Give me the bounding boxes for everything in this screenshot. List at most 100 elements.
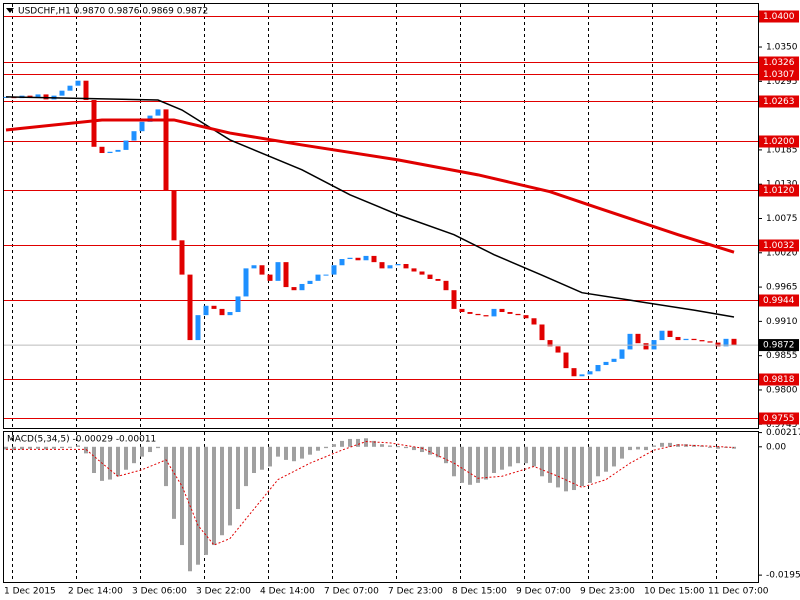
y-tick-label: 0.9965	[766, 283, 798, 293]
candle	[139, 121, 145, 132]
level-box	[759, 373, 799, 386]
macd-bar	[516, 446, 520, 464]
macd-bar	[676, 444, 680, 447]
macd-bar	[164, 446, 168, 487]
candle	[403, 264, 409, 269]
macd-bar	[372, 440, 376, 447]
macd-bar	[284, 446, 288, 460]
candle	[443, 280, 449, 291]
candle	[619, 349, 625, 359]
macd-label: MACD(5,34,5) -0.00029 -0.00011	[7, 435, 156, 445]
x-tick-label: 1 Dec 2015	[4, 587, 56, 597]
x-tick-label: 3 Dec 22:00	[196, 587, 251, 597]
macd-bar	[708, 446, 712, 448]
moving-average	[5, 96, 735, 318]
macd-bar	[380, 444, 384, 447]
candle	[99, 146, 105, 154]
candle	[675, 336, 681, 341]
candle	[27, 95, 33, 97]
macd-bar	[116, 446, 120, 477]
candle	[179, 240, 185, 275]
macd-y-tick-label: 0.00217	[766, 428, 800, 438]
macd-bar	[460, 446, 464, 483]
macd-bar	[404, 446, 408, 449]
level-label: 0.9755	[763, 414, 795, 424]
macd-bar	[348, 438, 352, 447]
candle	[35, 94, 41, 97]
macd-bar	[580, 446, 584, 487]
level-box	[759, 184, 799, 197]
x-tick-label: 7 Dec 23:00	[388, 587, 443, 597]
x-tick-label: 7 Dec 07:00	[324, 587, 379, 597]
y-tick-label: 1.0350	[766, 43, 798, 53]
x-tick-label: 2 Dec 14:00	[68, 587, 123, 597]
macd-bar	[732, 446, 736, 449]
candle	[395, 264, 401, 266]
macd-bar	[340, 440, 344, 447]
candle	[91, 100, 97, 147]
candle	[579, 374, 585, 377]
macd-bar	[92, 446, 96, 474]
candle	[331, 265, 337, 275]
macd-bar	[636, 446, 640, 450]
candle	[595, 365, 601, 372]
candle	[227, 312, 233, 316]
moving-average	[5, 118, 735, 254]
candle	[587, 371, 593, 375]
candle	[627, 333, 633, 350]
y-tick-label: 0.9855	[766, 351, 798, 361]
macd-bar	[668, 442, 672, 447]
candle	[155, 109, 161, 116]
macd-bar	[492, 446, 496, 474]
macd-bar	[332, 444, 336, 447]
y-tick-label: 0.9910	[766, 317, 798, 327]
macd-bar	[292, 446, 296, 462]
candle	[635, 333, 641, 344]
candle	[123, 140, 129, 150]
level-label: 1.0200	[763, 137, 795, 147]
level-label: 1.0120	[763, 186, 795, 196]
candle	[715, 342, 721, 347]
candle	[75, 80, 81, 86]
candle	[211, 305, 217, 309]
level-box	[759, 95, 799, 108]
macd-bar	[124, 446, 128, 470]
candle	[491, 308, 497, 317]
macd-bar	[500, 446, 504, 470]
candle	[523, 315, 529, 319]
candle	[371, 255, 377, 263]
candle	[131, 131, 137, 141]
macd-bar	[556, 446, 560, 488]
candle	[203, 305, 209, 316]
x-tick-label: 10 Dec 15:00	[644, 587, 705, 597]
level-label: 0.9944	[763, 296, 795, 306]
x-tick-label: 9 Dec 23:00	[580, 587, 635, 597]
macd-bar	[44, 446, 48, 450]
macd-bar	[612, 446, 616, 467]
level-label: 1.0326	[763, 58, 795, 68]
current-price-label: 0.9872	[763, 341, 795, 351]
macd-bar	[356, 438, 360, 447]
candle	[283, 262, 289, 288]
candle	[435, 278, 441, 281]
macd-signal	[6, 441, 735, 546]
x-tick-label: 9 Dec 07:00	[516, 587, 571, 597]
macd-bar	[300, 446, 304, 459]
macd-bar	[236, 446, 240, 510]
macd-bar	[532, 446, 536, 467]
x-tick-label: 3 Dec 06:00	[132, 587, 187, 597]
candle	[259, 265, 265, 275]
level-label: 1.0307	[763, 70, 795, 80]
level-label: 0.9818	[763, 375, 795, 385]
candle	[691, 338, 697, 341]
candle	[467, 312, 473, 314]
candle	[683, 338, 689, 341]
macd-bar	[108, 446, 112, 480]
candle	[515, 313, 521, 316]
candle	[731, 338, 737, 346]
macd-bar	[252, 446, 256, 474]
level-label: 1.0263	[763, 97, 795, 107]
macd-bar	[660, 442, 664, 447]
candle	[571, 368, 577, 377]
candle	[59, 90, 65, 96]
